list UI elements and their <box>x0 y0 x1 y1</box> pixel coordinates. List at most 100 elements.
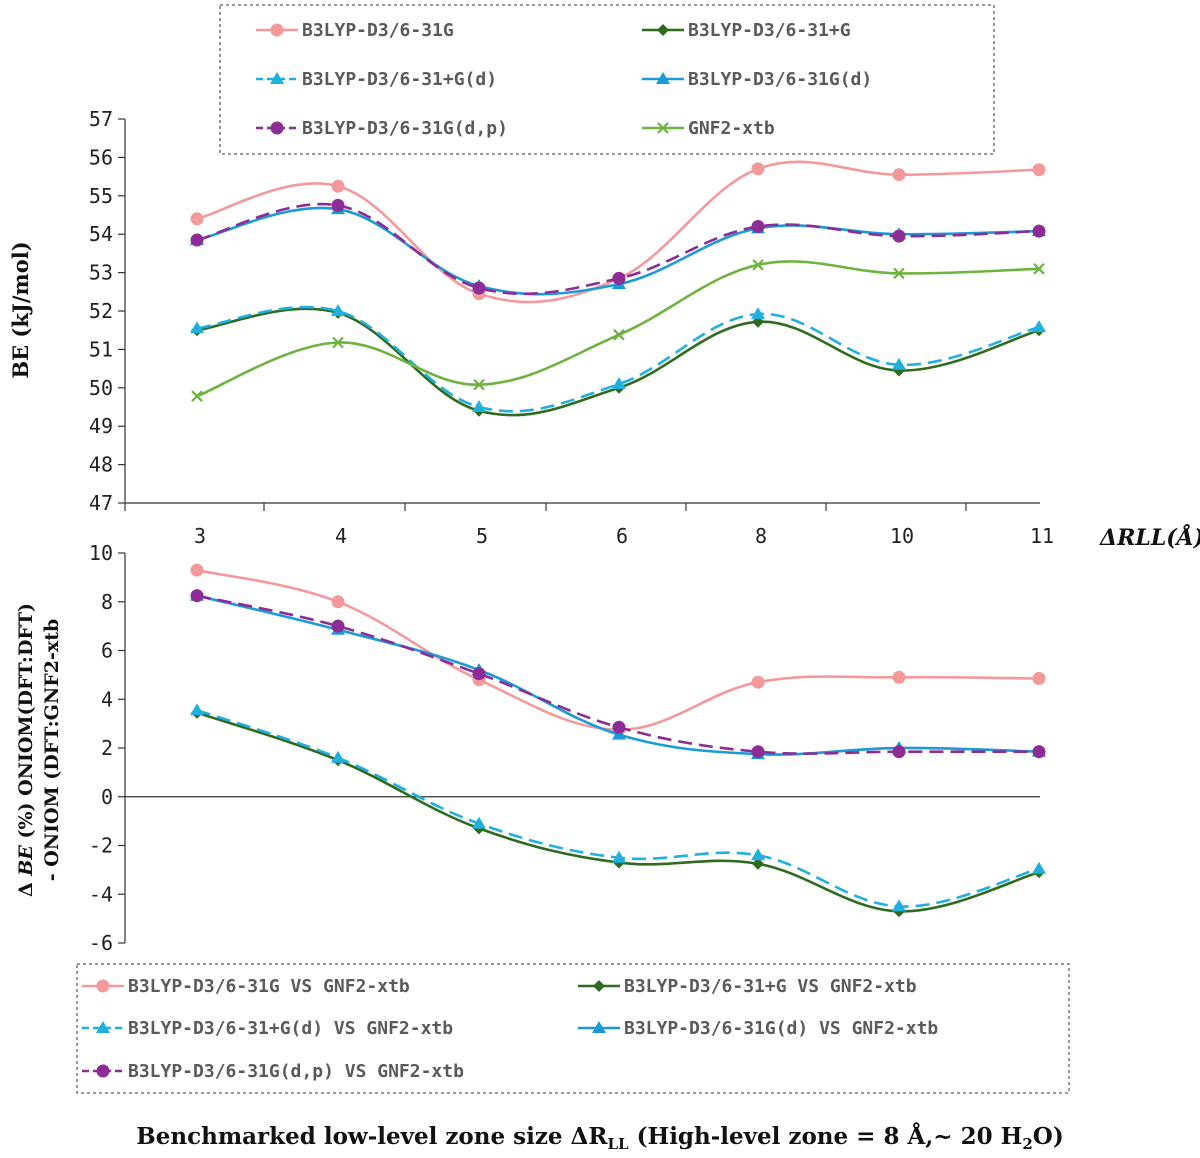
bottom-y-label-delta: Δ <box>15 876 37 897</box>
top-legend-label: GNF2-xtb <box>688 118 775 139</box>
bottom-legend: B3LYP-D3/6-31G VS GNF2-xtb B3LYP-D3/6-31+… <box>76 963 1070 1094</box>
top-data-point <box>473 378 485 391</box>
top-y-tick-label: 50 <box>89 376 113 400</box>
top-data-point <box>893 267 905 280</box>
top-legend-item: B3LYP-D3/6-31G(d,p) <box>256 118 508 139</box>
top-data-point <box>331 198 345 212</box>
top-data-point <box>190 212 204 226</box>
bottom-legend-items: B3LYP-D3/6-31G VS GNF2-xtb B3LYP-D3/6-31+… <box>82 976 938 1082</box>
top-legend-item: B3LYP-D3/6-31G(d) <box>642 69 872 90</box>
bottom-legend-item: B3LYP-D3/6-31G(d,p) VS GNF2-xtb <box>82 1061 464 1082</box>
bottom-legend-item: B3LYP-D3/6-31G VS GNF2-xtb <box>82 976 410 997</box>
top-y-tick-label: 47 <box>89 491 113 515</box>
top-data-point <box>752 259 764 271</box>
bottom-series-line <box>196 708 1040 908</box>
bottom-y-tick-label: 4 <box>101 687 113 711</box>
bottom-legend-marker <box>96 1064 110 1078</box>
bottom-data-point <box>892 899 906 912</box>
bottom-data-point <box>892 670 906 684</box>
bottom-legend-box <box>76 963 1070 1094</box>
bottom-data-point <box>892 745 906 759</box>
top-legend-marker <box>657 122 669 134</box>
bottom-data-point <box>752 857 764 870</box>
top-x-tick-label: 4 <box>335 524 347 548</box>
top-legend-marker <box>270 121 284 135</box>
top-data-point <box>751 307 765 320</box>
bottom-series-line <box>196 568 1040 732</box>
bottom-series-2 <box>190 703 1046 912</box>
top-legend-box <box>219 4 995 155</box>
top-legend-label: B3LYP-D3/6-31+G(d) <box>302 69 497 90</box>
bottom-y-tick-label: -4 <box>89 882 113 906</box>
bottom-y-tick-label: 8 <box>101 590 113 614</box>
bottom-y-tick-label: 6 <box>101 639 113 663</box>
bottom-x-axis-label: Benchmarked low-level zone size ΔRLL (Hi… <box>136 1123 1063 1153</box>
top-data-point <box>1032 224 1046 238</box>
top-legend-label: B3LYP-D3/6-31G <box>302 20 454 41</box>
top-data-point <box>331 179 345 193</box>
bottom-legend-label: B3LYP-D3/6-31G(d,p) VS GNF2-xtb <box>128 1061 464 1082</box>
top-series-line <box>196 307 1040 417</box>
top-y-tick-label: 54 <box>89 222 113 246</box>
bottom-data-point <box>190 703 204 716</box>
bottom-chart: -6 -4 -2 0 2 4 6 8 10 Δ BE (%) ONIOM(DFT:DFT) - … <box>15 541 1070 1153</box>
bottom-tick-labels: -6 -4 -2 0 2 4 6 8 10 <box>89 541 113 955</box>
top-x-tick-label: 8 <box>755 524 767 548</box>
top-y-tick-label: 56 <box>89 145 113 169</box>
bottom-legend-marker <box>96 979 110 993</box>
top-data-point <box>892 229 906 243</box>
top-axes <box>118 118 1040 511</box>
top-data-point <box>892 357 906 370</box>
bottom-x-label-part1: Benchmarked low-level zone size ΔR <box>136 1123 608 1150</box>
top-x-axis-label-text: ΔRLL(Å) <box>1099 524 1200 551</box>
bottom-x-label-part3: O) <box>1033 1123 1064 1150</box>
bottom-data-point <box>472 816 486 829</box>
bottom-data-point <box>190 589 204 603</box>
top-y-tick-label: 51 <box>89 337 113 361</box>
bottom-y-tick-label: 10 <box>89 541 113 565</box>
bottom-data-point <box>331 750 345 763</box>
bottom-data-point <box>190 563 204 577</box>
top-series-5 <box>191 259 1045 402</box>
top-data-point <box>472 281 486 295</box>
bottom-legend-marker <box>593 980 605 992</box>
bottom-legend-item: B3LYP-D3/6-31G(d) VS GNF2-xtb <box>578 1018 938 1039</box>
top-data-point <box>1033 263 1045 275</box>
top-x-tick-label: 10 <box>890 524 914 548</box>
bottom-legend-marker <box>592 1021 606 1033</box>
bottom-data-point <box>1032 861 1046 874</box>
top-data-point <box>612 377 626 389</box>
bottom-series-group <box>190 563 1046 918</box>
bottom-y-label-be: BE <box>15 845 37 877</box>
top-series-line <box>196 305 1040 413</box>
top-data-point <box>190 321 204 334</box>
bottom-y-tick-label: -2 <box>89 834 113 858</box>
top-y-tick-label: 53 <box>89 261 113 285</box>
top-x-tick-label: 5 <box>476 524 488 548</box>
bottom-series-line <box>196 711 1040 913</box>
top-data-point <box>613 329 625 341</box>
top-legend-label: B3LYP-D3/6-31+G <box>688 20 851 41</box>
top-data-point <box>472 400 486 412</box>
top-legend-item: B3LYP-D3/6-31+G <box>642 20 851 41</box>
top-y-tick-label: 52 <box>89 299 113 323</box>
top-y-axis-label: BE (kJ/mol) <box>8 241 33 378</box>
bottom-y-tick-label: 0 <box>101 785 113 809</box>
bottom-legend-label: B3LYP-D3/6-31+G VS GNF2-xtb <box>624 976 917 997</box>
top-series-1 <box>191 306 1045 417</box>
bottom-data-point <box>1032 745 1046 759</box>
top-series-4 <box>190 198 1046 296</box>
top-data-point <box>892 168 906 182</box>
top-data-point <box>751 220 765 233</box>
bottom-data-point <box>331 619 345 633</box>
top-legend-label: B3LYP-D3/6-31G(d,p) <box>302 118 508 139</box>
top-series-group <box>190 160 1046 417</box>
bottom-series-0 <box>190 563 1046 737</box>
top-y-tick-label: 48 <box>89 453 113 477</box>
bottom-y-axis-label: Δ BE (%) ONIOM(DFT:DFT) <box>15 603 37 897</box>
bottom-y-tick-label: 2 <box>101 736 113 760</box>
bottom-legend-marker <box>96 1021 110 1033</box>
top-x-axis-label: ΔRLL(Å) <box>1099 524 1200 551</box>
